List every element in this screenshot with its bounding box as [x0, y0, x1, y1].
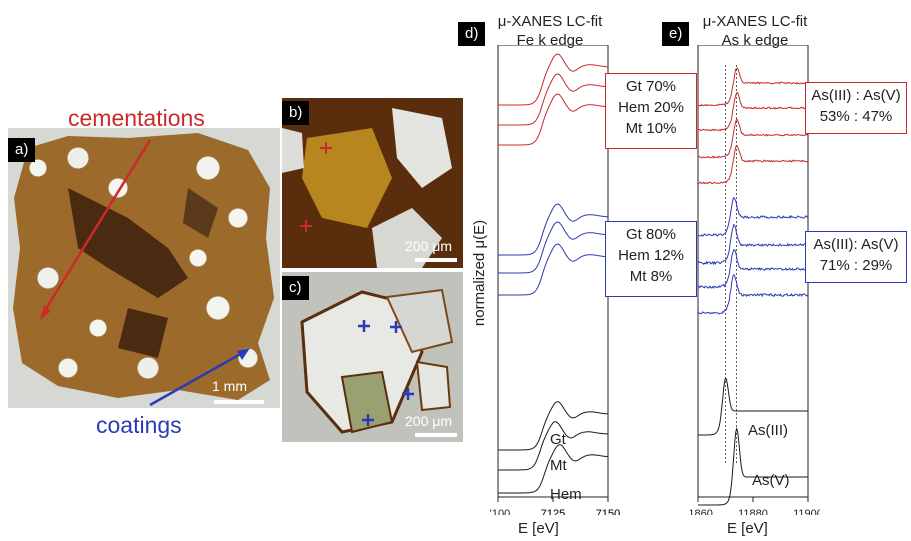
fit-line: Gt 80%	[625, 226, 677, 243]
chart-e-title-line1: μ-XANES LC-fit	[702, 13, 808, 30]
scale-bar-a	[214, 400, 264, 404]
x-tick-label: 11880	[738, 508, 768, 515]
as-reference-spectrum-as-iii	[698, 377, 808, 436]
cementations-arrowhead	[40, 305, 51, 320]
fit-line: Gt 70%	[625, 78, 677, 95]
as-coating-spectrum	[698, 196, 809, 237]
panel-label-e: e)	[662, 22, 690, 46]
as-coating-spectrum	[698, 273, 809, 315]
fit-line: Mt 10%	[625, 120, 677, 137]
as-cementation-spectrum	[697, 144, 809, 185]
x-tick-label: 7150	[596, 508, 620, 515]
as-coating-spectrum	[697, 223, 809, 266]
fe-coating-spectrum	[498, 203, 608, 256]
as-cementation-spectrum	[697, 91, 809, 132]
scale-bar-c	[415, 433, 457, 437]
reference-label-as-iii: As(III)	[748, 422, 788, 439]
fit-line: As(III): As(V)	[813, 236, 899, 253]
as-cementation-spectrum	[697, 67, 809, 107]
fit-line: 71% : 29%	[819, 257, 893, 274]
chart-d-xlabel: E [eV]	[518, 520, 559, 537]
fe-cementation-spectrum	[498, 53, 608, 106]
fit-line: As(III) : As(V)	[811, 87, 901, 104]
photo-panel-b	[282, 98, 463, 268]
red-cross-marker	[300, 220, 312, 232]
fe-coating-spectrum	[498, 221, 608, 274]
x-tick-label: 11860	[690, 508, 713, 515]
reference-label-hem: Hem	[550, 486, 582, 503]
cementations-arrow	[42, 139, 152, 313]
coatings-arrow	[149, 350, 245, 407]
panel-label-a: a)	[8, 138, 36, 162]
chart-e-series-group	[697, 67, 809, 506]
scale-bar-b	[415, 258, 457, 262]
cementations-label: cementations	[68, 105, 205, 131]
chart-d-x-ticks: 71007125715071257150	[490, 497, 620, 515]
panel-label-b: b)	[282, 101, 310, 125]
x-tick-label: 7150	[596, 508, 620, 515]
as-coating-spectrum	[697, 249, 809, 289]
photo-panel-a	[8, 128, 280, 408]
chart-e-plot: 11860 11880 11900 As(III) As(V)	[690, 45, 820, 515]
chart-e-xlabel: E [eV]	[727, 520, 768, 537]
panel-label-c: c)	[282, 276, 309, 300]
reference-label-mt: Mt	[550, 457, 567, 474]
fit-line: Mt 8%	[629, 268, 673, 285]
scale-label-c: 200 μm	[405, 413, 452, 429]
blue-cross-marker	[358, 320, 370, 332]
chart-e-reference-lines	[725, 65, 737, 465]
x-tick-label: 11900	[793, 508, 820, 515]
blue-cross-marker	[402, 388, 414, 400]
scale-label-b: 200 μm	[405, 238, 452, 254]
chart-d-series-group	[498, 53, 609, 494]
scale-label-a: 1 mm	[212, 378, 247, 394]
red-cross-marker	[320, 142, 332, 154]
fe-reference-spectrum-mt	[498, 421, 608, 471]
as-cementation-spectrum	[697, 118, 809, 159]
fe-cementation-spectrum	[498, 93, 608, 146]
measurement-markers-b	[300, 142, 332, 232]
reference-label-as-v: As(V)	[752, 472, 790, 489]
annotation-arrows	[40, 139, 250, 407]
x-tick-label: 7125	[541, 508, 565, 515]
chart-d-title-line1: μ-XANES LC-fit	[497, 13, 603, 30]
fit-line: Hem 12%	[618, 247, 684, 264]
grain-texture	[8, 128, 280, 408]
panel-label-d: d)	[458, 22, 486, 46]
blue-cross-marker	[362, 414, 374, 426]
fit-box-d-cementations: Gt 70% Hem 20% Mt 10%	[605, 73, 697, 149]
y-axis-label: normalized μ(E)	[471, 219, 488, 327]
chart-e-x-ticks: 11860 11880 11900	[690, 497, 820, 515]
measurement-markers-c	[358, 320, 414, 426]
as-reference-spectrum-as-v	[698, 427, 808, 506]
x-tick-label: 7125	[541, 508, 565, 515]
chart-d-reference-labels: Gt Mt Hem	[550, 431, 582, 503]
fit-box-d-coatings: Gt 80% Hem 12% Mt 8%	[605, 221, 697, 297]
coatings-arrowhead	[237, 348, 250, 360]
fe-reference-spectrum-gt	[498, 401, 608, 451]
reference-label-gt: Gt	[550, 431, 567, 448]
fit-line: Hem 20%	[618, 99, 684, 116]
fit-line: 53% : 47%	[819, 108, 893, 125]
chart-d-frame	[497, 45, 609, 498]
fit-box-e-cementations: As(III) : As(V) 53% : 47%	[805, 82, 907, 134]
cementation-image	[282, 98, 463, 268]
fe-coating-spectrum	[498, 243, 608, 296]
fe-reference-spectrum-hem	[498, 444, 609, 494]
coatings-label: coatings	[96, 412, 182, 438]
fit-box-e-coatings: As(III): As(V) 71% : 29%	[805, 231, 907, 283]
fe-cementation-spectrum	[498, 73, 608, 126]
blue-cross-marker	[390, 321, 402, 333]
x-tick-label: 7100	[490, 508, 510, 515]
chart-e-reference-labels: As(III) As(V)	[748, 422, 790, 489]
